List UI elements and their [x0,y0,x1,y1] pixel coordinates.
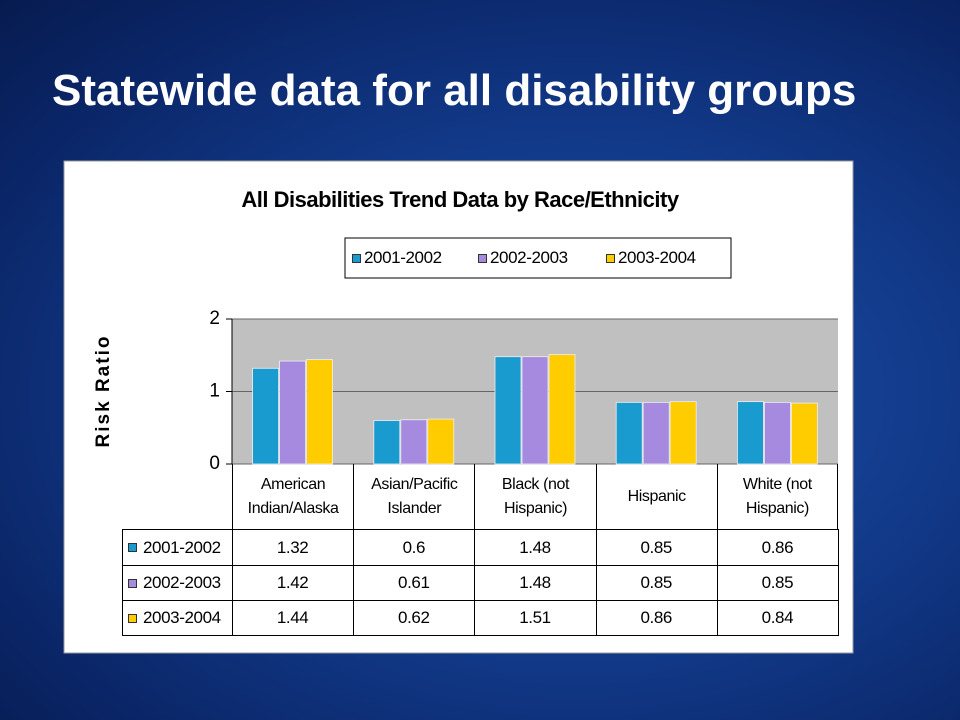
table-legend-key [128,543,137,552]
category-label: Hispanic [595,464,717,529]
table-legend-key [128,614,137,623]
y-tick-label: 0 [209,453,220,474]
legend-key [606,254,615,263]
table-value: 1.51 [474,600,597,636]
bar [252,367,280,465]
table-legend-key [128,578,137,588]
bar [642,401,670,465]
bar [427,418,455,465]
legend-label: 2001-2002 [364,248,442,267]
bar [373,420,401,465]
category-label: American Indian/Alaska [232,464,353,529]
table-value: 0.85 [595,565,718,600]
bar [737,401,764,465]
table-value: 1.44 [232,600,355,636]
legend-key [478,254,487,263]
bar [615,401,643,465]
bar [400,419,428,465]
bar [764,401,791,465]
table-value: 0.62 [353,600,476,636]
bar [521,356,549,465]
table-value: 0.6 [353,529,476,565]
bar [306,359,334,465]
y-tick-label: 1 [209,381,220,402]
table-value: 0.86 [595,600,718,636]
legend-key [352,254,361,263]
bar [669,401,697,465]
table-value: 0.61 [353,565,476,600]
bar [279,360,307,465]
table-row-header: 2003-2004 [122,600,233,636]
table-value: 0.85 [595,529,718,565]
y-axis-label: Risk Ratio [93,335,114,448]
category-label: White (not Hispanic) [716,464,838,529]
bar [494,356,522,465]
chart-title: All Disabilities Trend Data by Race/Ethn… [241,187,679,212]
table-row-header: 2001-2002 [122,529,233,565]
category-label: Asian/Pacific Islander [353,464,474,529]
category-label: Black (not Hispanic) [474,464,595,529]
table-row-header: 2002-2003 [122,565,233,600]
table-value: 1.42 [232,565,355,600]
table-value: 1.48 [474,529,597,565]
y-tick-label: 2 [209,308,220,329]
slide-title: Statewide data for all disability groups [52,66,857,115]
table-value: 0.85 [716,565,839,600]
bar [791,402,818,465]
legend-label: 2002-2003 [490,248,568,267]
table-value: 1.32 [232,529,355,565]
table-value: 0.84 [716,600,839,636]
legend-label: 2003-2004 [618,248,696,267]
table-value: 1.48 [474,565,597,600]
table-value: 0.86 [716,529,839,565]
legend-box [344,237,732,279]
bar [548,354,576,465]
